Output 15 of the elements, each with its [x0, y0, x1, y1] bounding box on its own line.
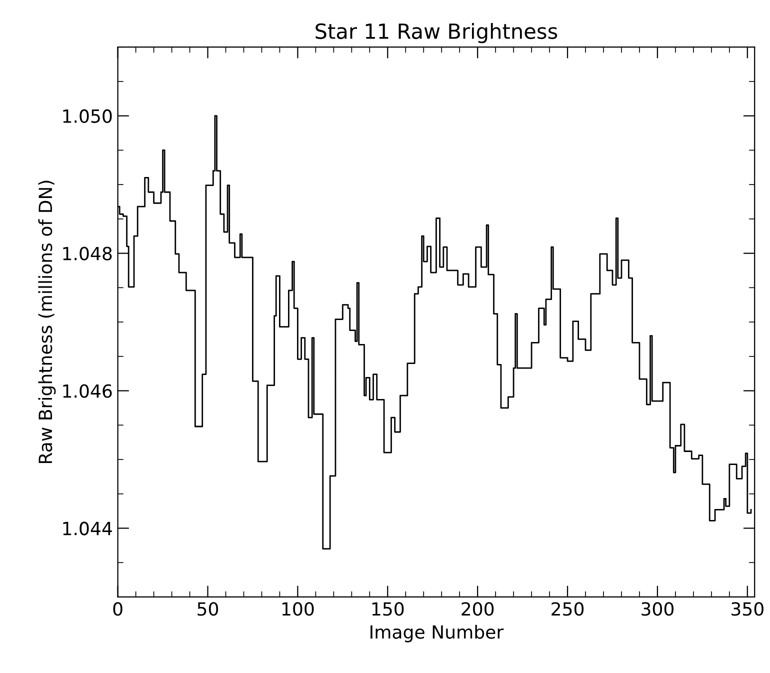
- y-tick-label: 1.044: [63, 522, 112, 536]
- x-tick-label: 250: [552, 602, 584, 616]
- y-tick-label: 1.048: [63, 246, 112, 260]
- x-axis-title: Image Number: [370, 624, 504, 642]
- y-tick-label: 1.046: [63, 384, 112, 398]
- x-tick-label: 100: [282, 602, 314, 616]
- chart-title: Star 11 Raw Brightness: [316, 22, 558, 44]
- x-tick-label: 350: [732, 602, 764, 616]
- x-tick-label: 300: [642, 602, 674, 616]
- x-tick-label: 200: [462, 602, 494, 616]
- y-tick-label: 1.050: [63, 109, 112, 123]
- x-tick-label: 150: [372, 602, 404, 616]
- x-tick-label: 50: [198, 602, 218, 616]
- y-axis-title: Raw Brightness (millions of DN): [38, 180, 56, 464]
- x-tick-label: 0: [113, 602, 122, 616]
